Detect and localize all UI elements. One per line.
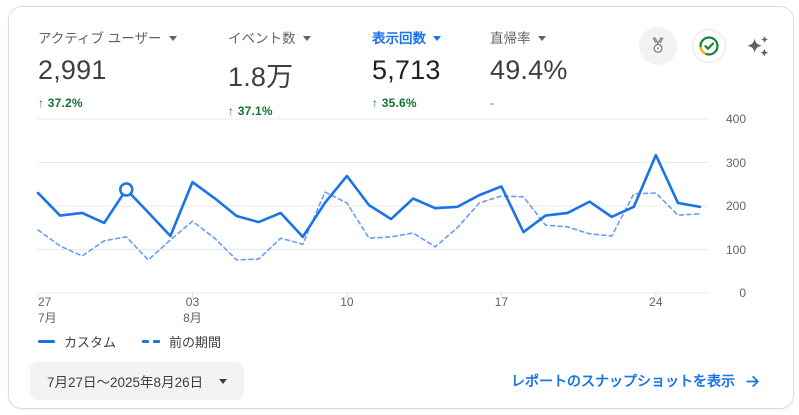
chevron-down-icon[interactable] [219, 378, 228, 384]
current-period-line [36, 153, 702, 239]
y-axis-tick-label: 0 [739, 286, 746, 300]
y-axis-tick-label: 100 [725, 242, 746, 257]
metric-active-users-value: 2,991 [38, 55, 107, 85]
metric-bounce-rate[interactable]: 直帰率 49.4% - [490, 27, 630, 118]
legend-current-label: カスタム [64, 335, 117, 350]
metric-bounce-rate-label: 直帰率 [490, 31, 531, 46]
x-axis-tick-label: 24 [649, 295, 663, 309]
metric-views-change: ↑ 35.6% [372, 96, 417, 110]
metric-event-count-value: 1.8万 [228, 62, 294, 92]
x-axis-tick-label: 17 [494, 295, 509, 309]
chevron-down-icon[interactable] [302, 35, 311, 41]
legend-previous-label: 前の期間 [169, 335, 222, 350]
arrow-right-icon [746, 375, 759, 387]
insights-button[interactable] [741, 31, 771, 61]
x-axis-tick-label: 10 [340, 295, 354, 309]
legend-item-current: カスタム [38, 332, 116, 351]
overview-card [8, 6, 794, 409]
metric-event-count-change: ↑ 37.1% [228, 104, 273, 118]
metric-active-users[interactable]: アクティブ ユーザー 2,991 ↑ 37.2% [38, 27, 228, 118]
date-range-selector[interactable]: 7月27日〜2025年8月26日 [30, 362, 245, 400]
legend-item-previous: 前の期間 [142, 332, 221, 351]
metric-views[interactable]: 表示回数 5,713 ↑ 35.6% [372, 27, 490, 118]
metric-event-count-label: イベント数 [228, 31, 296, 46]
medal-icon [652, 37, 664, 54]
metric-views-value: 5,713 [372, 55, 441, 85]
x-axis-month-label: 8月 [183, 311, 202, 325]
y-axis-tick-label: 200 [725, 199, 746, 213]
x-axis-tick-label: 27 [38, 295, 52, 309]
check-circle-icon [699, 36, 719, 56]
chevron-down-icon[interactable] [168, 35, 177, 41]
dashed-line-swatch [142, 340, 161, 343]
metric-views-label: 表示回数 [372, 31, 426, 46]
y-axis-tick-label: 300 [725, 155, 746, 170]
metric-event-count[interactable]: イベント数 1.8万 ↑ 37.1% [228, 27, 372, 118]
chevron-down-icon[interactable] [537, 35, 546, 41]
header-icon-group [639, 27, 771, 65]
metric-header-row: アクティブ ユーザー 2,991 ↑ 37.2% イベント数 1.8万 ↑ 37… [38, 27, 630, 118]
report-snapshot-link[interactable]: レポートのスナップショットを表示 [511, 371, 761, 391]
metric-bounce-rate-value: 49.4% [490, 55, 568, 85]
x-axis-month-label: 7月 [38, 311, 57, 325]
metric-active-users-change: ↑ 37.2% [38, 96, 83, 110]
previous-period-line [37, 191, 701, 261]
y-axis-tick-label: 400 [725, 112, 746, 126]
x-axis-tick-label: 03 [185, 295, 200, 309]
sparkle-icon [747, 35, 768, 57]
benchmark-medal-button[interactable] [639, 27, 677, 65]
report-snapshot-link-label: レポートのスナップショットを表示 [511, 373, 735, 389]
chevron-down-icon[interactable] [433, 35, 441, 41]
solid-line-swatch [38, 340, 55, 343]
metric-active-users-label: アクティブ ユーザー [38, 31, 162, 46]
data-quality-button[interactable] [692, 29, 726, 63]
date-range-label: 7月27日〜2025年8月26日 [47, 375, 204, 390]
chart-legend: カスタム 前の期間 [38, 332, 221, 351]
highlighted-data-point[interactable] [119, 182, 134, 197]
metric-bounce-rate-change: - [490, 96, 495, 110]
